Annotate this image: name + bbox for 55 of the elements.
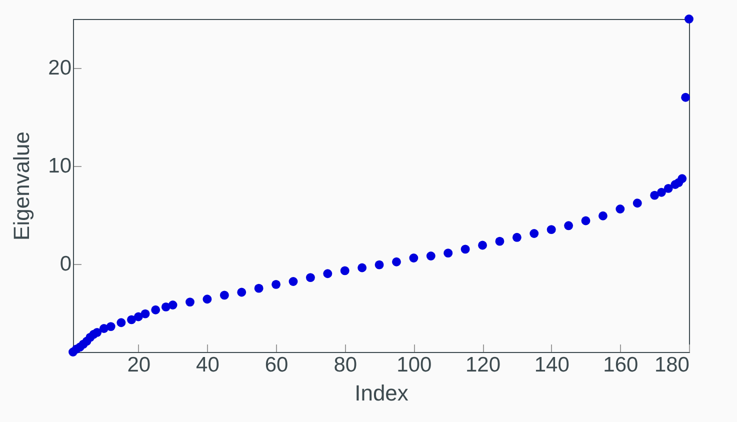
point [288, 277, 298, 286]
point [616, 204, 625, 214]
point [495, 236, 504, 246]
point [92, 328, 102, 337]
point [374, 260, 384, 270]
point [116, 318, 126, 328]
point [460, 244, 470, 254]
point [151, 305, 160, 314]
x-tick-label: 160 [603, 354, 638, 376]
y-tick-label: 20 [48, 56, 72, 80]
point [530, 229, 539, 238]
point [444, 248, 453, 258]
point [127, 315, 136, 324]
x-tick-label: 140 [534, 354, 570, 376]
point [684, 14, 694, 24]
y-tick-label: 0 [60, 252, 72, 276]
point [358, 263, 367, 272]
point [106, 322, 116, 331]
point [237, 288, 246, 297]
x-tick-label: 100 [396, 354, 432, 376]
point [306, 273, 315, 282]
point [678, 174, 687, 184]
point [426, 252, 436, 260]
point [632, 198, 642, 208]
point [512, 232, 522, 242]
point [323, 269, 332, 278]
point [598, 211, 608, 220]
point [186, 298, 194, 307]
point [340, 266, 350, 276]
y-tick-label: 10 [48, 154, 72, 178]
point [202, 294, 212, 304]
point [409, 254, 418, 262]
x-tick-label: 80 [334, 354, 358, 376]
point [564, 221, 574, 230]
point [392, 257, 401, 266]
x-tick-label: 40 [196, 354, 220, 376]
point [650, 190, 660, 200]
point [581, 216, 590, 226]
x-tick-label: 120 [465, 354, 501, 376]
point [140, 309, 150, 318]
point [168, 300, 178, 310]
point [220, 290, 229, 300]
x-tick-label: 180 [654, 354, 690, 376]
point [681, 92, 690, 102]
point [272, 280, 281, 289]
x-tick-label: 60 [264, 354, 288, 376]
x-axis-title: Index [354, 380, 408, 406]
point [478, 240, 487, 250]
point [546, 225, 556, 234]
point [664, 184, 673, 193]
x-tick-label: 20 [127, 354, 151, 376]
point [656, 188, 666, 197]
point [134, 312, 143, 322]
point [254, 284, 264, 293]
y-axis-title: Eigenvalue [9, 132, 34, 240]
